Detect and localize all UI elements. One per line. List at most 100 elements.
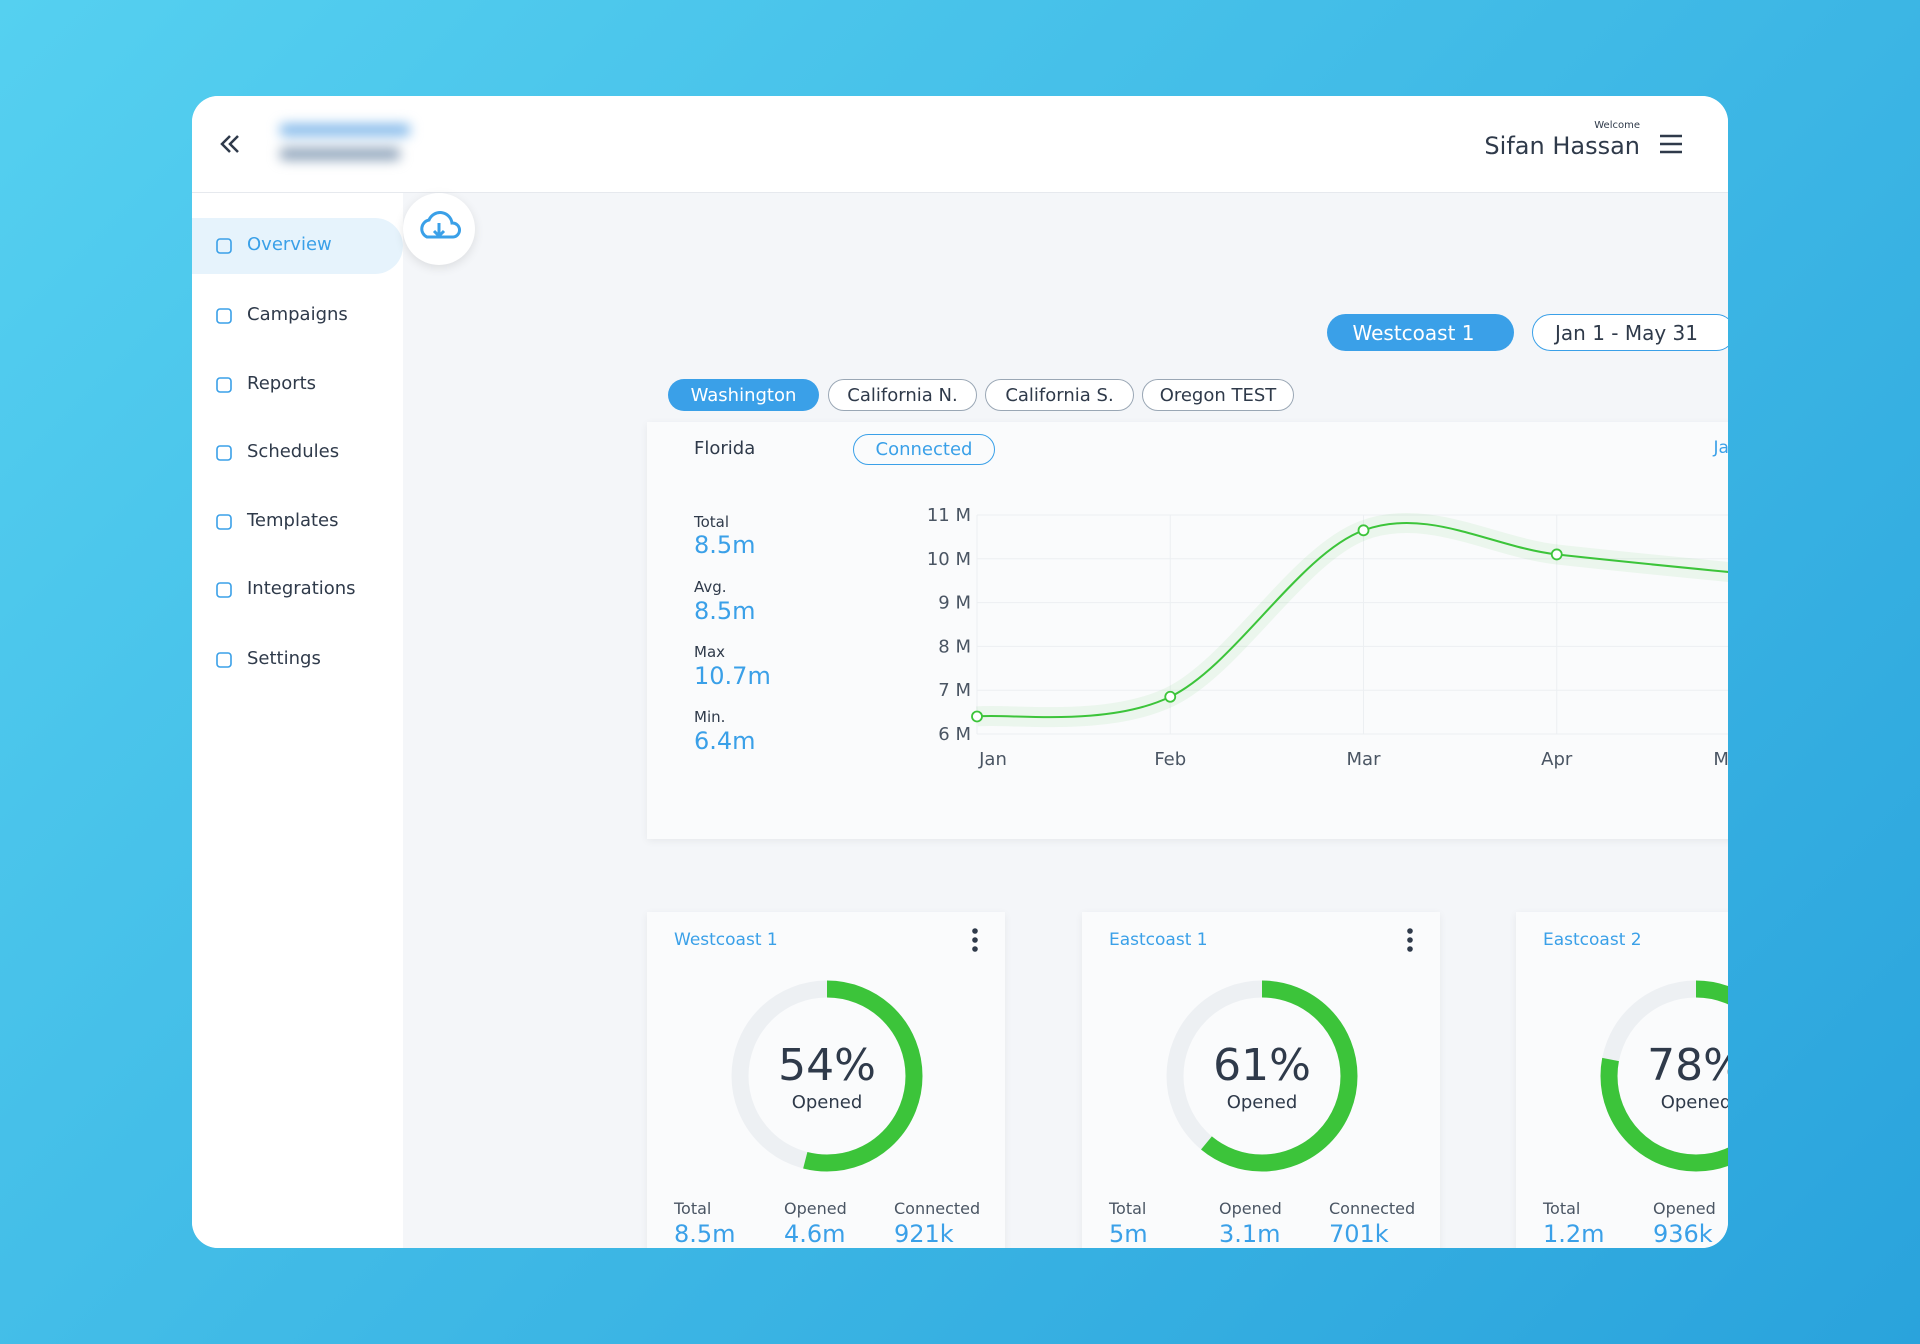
app-window: Welcome Sifan Hassan Overview Campaigns Re… (192, 96, 1728, 1248)
icon-shape (216, 652, 232, 668)
nav-icon (216, 238, 232, 254)
nav-label: Templates (247, 510, 339, 531)
collapse-button[interactable] (216, 130, 244, 158)
y-tick-label: 10 M (927, 549, 971, 570)
donut-chart: 61%Opened (1166, 928, 1413, 1172)
stat-label: Total (694, 513, 730, 531)
sidebar: Overview Campaigns Reports Schedules Templat… (192, 193, 403, 1248)
icon-shape (216, 238, 232, 254)
nav-item[interactable]: Templates (192, 494, 403, 550)
menu-dot (1407, 928, 1413, 934)
donut-chart: 78%Opened (1600, 980, 1728, 1172)
panel-date: Jan 1 - May 31 (1713, 438, 1728, 458)
region-tab[interactable]: Oregon TEST (1142, 379, 1294, 411)
nav-label: Schedules (247, 441, 340, 462)
card-stat-label: Connected (1329, 1199, 1416, 1218)
donut-caption: Opened (1227, 1092, 1298, 1113)
y-tick-label: 11 M (927, 505, 971, 526)
line-shadow (975, 513, 1728, 728)
card-stat-value: 5m (1109, 1220, 1148, 1248)
nav-item[interactable]: Schedules (192, 425, 403, 481)
y-tick-label: 7 M (938, 680, 971, 701)
download-button[interactable] (403, 193, 475, 265)
pill-label: Westcoast 1 (1352, 320, 1475, 345)
card-stat-value: 4.6m (784, 1220, 846, 1248)
x-tick-label: Feb (1154, 749, 1186, 770)
card-title: Eastcoast 2 (1543, 930, 1642, 950)
icon-shape (216, 514, 232, 530)
campaign-card: Eastcoast 278%OpenedTotal1.2mOpened936kC… (1516, 912, 1728, 1248)
date-filter[interactable]: Jan 1 - May 31 (1532, 314, 1728, 351)
nav-label: Settings (247, 648, 321, 669)
nav-label: Campaigns (247, 304, 348, 325)
series-line (976, 522, 1728, 719)
nav-label: Reports (247, 373, 317, 394)
point (971, 710, 983, 723)
card-title: Westcoast 1 (674, 930, 778, 950)
menu-dot (1407, 946, 1413, 952)
nav-item[interactable]: Reports (192, 357, 403, 413)
nav-icon (216, 582, 232, 598)
stat-value: 8.5m (694, 531, 756, 559)
card-stat-label: Connected (894, 1199, 981, 1218)
cloud-icon (420, 211, 461, 239)
donut-caption: Opened (1661, 1092, 1728, 1113)
stat-label: Min. (694, 708, 726, 726)
menu-button[interactable] (1658, 132, 1684, 156)
donut-chart: 54%Opened (731, 928, 978, 1172)
blurred-logo (280, 122, 420, 166)
card-stat-label: Total (674, 1199, 712, 1218)
card-stat-value: 1.2m (1543, 1220, 1605, 1248)
region-label: Florida (694, 438, 756, 459)
nav-icon (216, 377, 232, 393)
nav-label: Overview (247, 234, 332, 255)
region-tab[interactable]: California S. (985, 379, 1134, 411)
card-stat-value: 921k (894, 1220, 954, 1248)
icon-shape (216, 445, 232, 461)
nav-item[interactable]: Integrations (192, 562, 403, 618)
y-tick-label: 6 M (938, 724, 971, 745)
stat-label: Avg. (694, 578, 727, 596)
campaign-card: Westcoast 1 54% Opened Total 8.5m Opened 4.6m C… (647, 912, 1005, 1248)
nav-label: Integrations (247, 578, 356, 599)
donut-percent: 61% (1213, 1040, 1311, 1091)
campaign-card: Eastcoast 1 61% Opened Total 5m Opened 3.1m Con… (1082, 912, 1440, 1248)
donut-arc (1166, 980, 1358, 1172)
user-name: Sifan Hassan (1484, 132, 1640, 160)
stat-value: 6.4m (694, 727, 756, 755)
status-dropdown[interactable]: Connected (853, 434, 995, 465)
card-stat-label: Opened (784, 1199, 847, 1218)
nav-icon (216, 308, 232, 324)
nav-icon (216, 514, 232, 530)
card-stat-label: Opened (1219, 1199, 1282, 1218)
donut-percent: 54% (778, 1040, 876, 1091)
card-stat-value: 3.1m (1219, 1220, 1281, 1248)
donut-arc (1600, 980, 1728, 1172)
point (1550, 548, 1563, 561)
segment-filter[interactable]: Westcoast 1 (1327, 314, 1514, 351)
point (1164, 690, 1177, 703)
donut-arc (731, 980, 923, 1172)
x-tick-label: May (1713, 749, 1728, 770)
point (1357, 524, 1370, 537)
stat-value: 8.5m (694, 597, 756, 625)
stat-value: 10.7m (694, 662, 771, 690)
nav-item[interactable]: Overview (192, 218, 403, 274)
nav-icon (216, 445, 232, 461)
card-title: Eastcoast 1 (1109, 930, 1208, 950)
region-tab[interactable]: Washington (668, 379, 819, 411)
nav-item[interactable]: Campaigns (192, 288, 403, 344)
x-tick-label: Jan (978, 749, 1007, 770)
nav-item[interactable]: Settings (192, 632, 403, 688)
y-tick-label: 9 M (938, 593, 971, 614)
stat-label: Max (694, 643, 726, 661)
x-tick-label: Mar (1347, 749, 1382, 770)
welcome-text: Welcome (1594, 120, 1640, 131)
chart-panel: FloridaConnectedJan 1 - May 31Total8.5mA… (647, 422, 1728, 839)
region-tab[interactable]: California N. (828, 379, 977, 411)
card-stat-value: 936k (1653, 1220, 1713, 1248)
menu-dot (1407, 937, 1413, 943)
donut-percent: 78% (1647, 1040, 1728, 1091)
